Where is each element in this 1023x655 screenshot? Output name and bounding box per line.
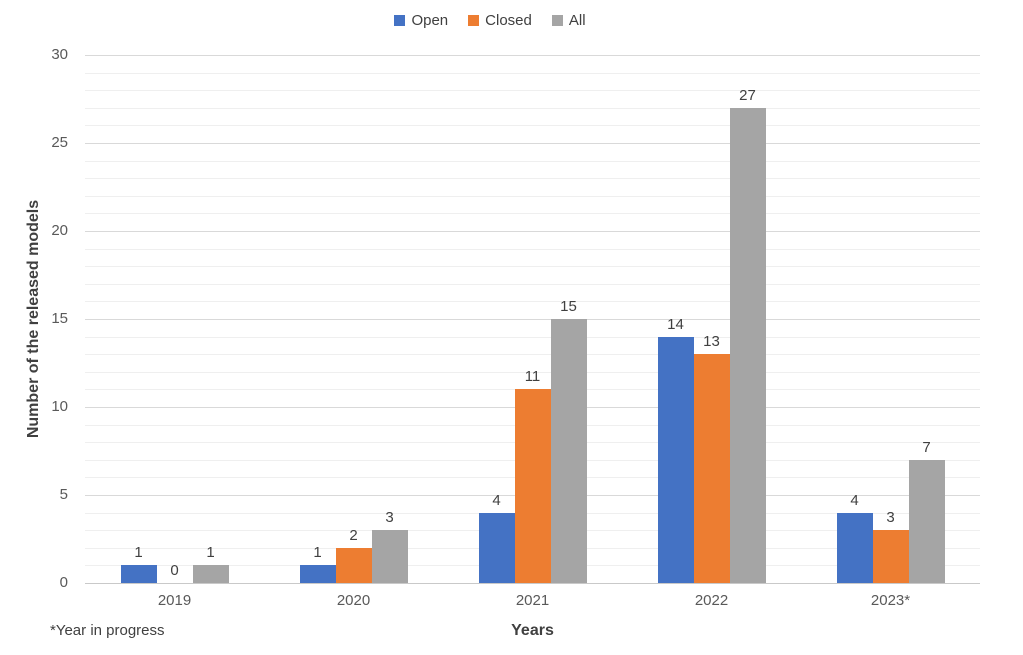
bar-slot: 3 [872, 509, 909, 583]
minor-gridline [85, 283, 980, 285]
minor-gridline [85, 371, 980, 373]
y-tick-label: 25 [51, 134, 68, 151]
data-label-all-2021: 15 [560, 298, 577, 315]
bar-slot: 1 [120, 544, 157, 583]
bar-slot: 4 [836, 491, 873, 583]
data-label-closed-2020: 2 [349, 526, 358, 544]
major-gridline [85, 319, 980, 320]
bar-all-2023 [908, 459, 945, 583]
minor-gridline [85, 107, 980, 109]
bar-open-2021 [478, 512, 515, 583]
x-tick-label-2023: 2023* [870, 592, 911, 609]
legend-item-open: Open [394, 12, 448, 29]
bar-open-2023 [836, 512, 873, 583]
bar-slot: 1 [192, 544, 229, 583]
legend-label-closed: Closed [485, 12, 532, 29]
y-tick-label: 20 [51, 222, 68, 239]
bar-slot: 27 [729, 86, 766, 583]
minor-gridline [85, 213, 980, 215]
bar-closed-2021 [514, 389, 551, 583]
data-label-closed-2022: 13 [703, 333, 720, 351]
data-label-open-2022: 14 [667, 315, 684, 333]
data-label-closed-2019: 0 [170, 562, 179, 579]
bar-open-2019 [120, 565, 157, 583]
minor-gridline [85, 266, 980, 268]
y-tick-label: 10 [51, 398, 68, 415]
x-axis-title: Years [511, 622, 554, 639]
bar-slot: 2 [335, 526, 372, 583]
minor-gridline [85, 195, 980, 197]
x-tick-label-2019: 2019 [157, 592, 192, 609]
bar-group-2022: 14 13 27 [622, 55, 801, 583]
minor-gridline [85, 125, 980, 127]
legend-swatch-closed [468, 15, 480, 26]
minor-gridline [85, 354, 980, 356]
minor-gridline [85, 178, 980, 180]
bar-open-2022 [657, 336, 694, 583]
y-tick-label: 5 [59, 486, 68, 503]
data-label-closed-2023: 3 [886, 509, 895, 527]
bar-slot: 7 [908, 438, 945, 583]
minor-gridline [85, 90, 980, 92]
data-label-all-2022: 27 [739, 86, 756, 104]
data-label-all-2019: 1 [206, 544, 215, 562]
y-tick-label: 15 [51, 310, 68, 327]
y-tick-label: 0 [59, 574, 68, 591]
bar-all-2019 [192, 565, 229, 583]
bar-closed-2023 [872, 530, 909, 583]
chart-legend: Open Closed All [0, 12, 980, 29]
bar-groups: 1 0 1 1 2 3 4 11 15 14 13 27 4 3 7 [85, 55, 980, 583]
minor-gridline [85, 72, 980, 74]
y-tick-label: 30 [51, 46, 68, 63]
bar-slot: 13 [693, 333, 730, 583]
major-gridline [85, 55, 980, 56]
x-tick-label-2022: 2022 [694, 592, 729, 609]
bar-group-2019: 1 0 1 [85, 55, 264, 583]
bar-slot: 1 [299, 544, 336, 583]
x-tick-label-2020: 2020 [336, 592, 371, 609]
bar-slot: 14 [657, 315, 694, 583]
bar-all-2021 [550, 319, 587, 583]
data-label-open-2020: 1 [313, 544, 322, 562]
bar-group-2021: 4 11 15 [443, 55, 622, 583]
legend-item-all: All [551, 12, 586, 29]
legend-label-all: All [568, 12, 586, 29]
legend-label-open: Open [411, 12, 449, 29]
legend-swatch-all [551, 15, 563, 26]
x-tick-label-2021: 2021 [515, 592, 550, 609]
bar-closed-2022 [693, 354, 730, 583]
bar-slot: 15 [550, 298, 587, 583]
plot-area: 1 0 1 1 2 3 4 11 15 14 13 27 4 3 7 [85, 55, 980, 584]
major-gridline [85, 143, 980, 144]
bar-slot: 11 [514, 368, 551, 583]
legend-item-closed: Closed [468, 12, 532, 29]
legend-swatch-open [394, 15, 406, 26]
minor-gridline [85, 248, 980, 250]
bar-all-2020 [371, 530, 408, 583]
major-gridline [85, 231, 980, 232]
data-label-open-2021: 4 [492, 491, 501, 509]
bar-group-2023: 4 3 7 [801, 55, 980, 583]
minor-gridline [85, 336, 980, 338]
data-label-all-2020: 3 [385, 509, 394, 527]
y-axis-tick-labels: 0 5 10 15 20 25 30 [0, 46, 70, 591]
data-label-open-2023: 4 [850, 491, 859, 509]
minor-gridline [85, 301, 980, 303]
footnote: *Year in progress [50, 622, 165, 639]
x-axis-tick-labels: 2019 2020 2021 2022 2023* [85, 592, 980, 609]
bar-slot: 3 [371, 509, 408, 583]
data-label-open-2019: 1 [134, 544, 143, 562]
bar-slot: 4 [478, 491, 515, 583]
minor-gridline [85, 160, 980, 162]
bar-group-2020: 1 2 3 [264, 55, 443, 583]
data-label-all-2023: 7 [922, 438, 931, 456]
bar-all-2022 [729, 107, 766, 583]
bar-slot: 0 [157, 562, 193, 583]
data-label-closed-2021: 11 [524, 368, 541, 386]
bar-closed-2020 [335, 547, 372, 583]
bar-open-2020 [299, 565, 336, 583]
